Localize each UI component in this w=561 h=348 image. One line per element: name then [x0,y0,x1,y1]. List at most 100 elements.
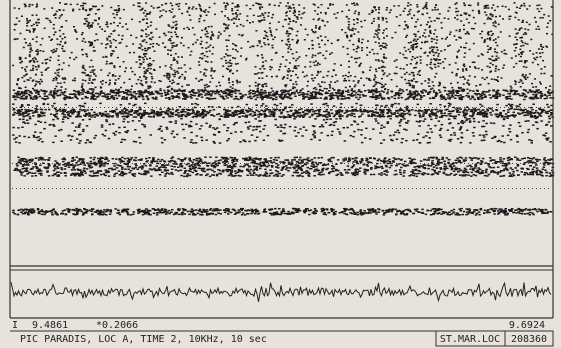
speckle [153,110,156,112]
speckle [383,139,386,141]
speckle [439,13,441,15]
speckle [209,50,211,52]
speckle [30,93,33,95]
speckle [275,96,278,98]
speckle [137,2,139,4]
speckle [290,115,293,117]
speckle [396,73,398,75]
speckle [454,134,457,136]
speckle [143,114,146,116]
speckle [318,93,321,95]
speckle [164,139,167,141]
speckle [503,89,505,91]
speckle [82,54,84,56]
speckle [76,38,78,40]
speckle [41,81,43,83]
speckle [253,126,256,128]
speckle [106,56,108,58]
speckle [417,93,420,95]
speckle [74,78,76,80]
speckle [513,66,515,68]
speckle [106,21,108,23]
speckle [172,80,174,82]
speckle [440,98,443,100]
speckle [331,135,334,137]
speckle [312,31,314,33]
speckle [422,114,425,116]
speckle [449,7,451,9]
speckle [482,109,485,111]
speckle [524,32,526,34]
speckle [416,139,419,141]
speckle [262,61,264,63]
speckle [158,115,161,117]
speckle [34,108,37,110]
speckle [348,110,351,112]
speckle [479,134,482,136]
speckle [152,93,155,95]
speckle [491,78,493,80]
speckle [234,131,237,133]
speckle [138,137,141,139]
speckle [206,31,208,32]
speckle [176,134,179,136]
speckle [174,31,176,33]
speckle [24,69,26,71]
speckle [444,58,446,60]
speckle [15,141,18,143]
speckle [310,103,313,105]
speckle [484,111,487,113]
speckle [32,65,34,67]
speckle [201,41,203,43]
speckle [205,93,208,95]
speckle [261,13,263,15]
speckle [469,121,472,123]
speckle [168,26,170,28]
speckle [406,24,408,26]
speckle [21,77,23,79]
speckle [407,27,409,29]
speckle [522,75,524,77]
speckle [26,20,28,22]
speckle [175,4,177,6]
speckle [530,90,533,92]
speckle [135,99,138,101]
speckle [465,171,468,173]
speckle [16,113,19,115]
speckle [77,91,80,93]
speckle [205,9,207,11]
speckle [267,15,269,17]
speckle [130,89,132,91]
speckle [278,69,280,71]
speckle [17,78,19,80]
speckle [75,97,78,99]
speckle [53,125,56,127]
speckle [279,2,281,4]
speckle [210,114,213,116]
speckle [537,98,540,100]
speckle [255,129,258,131]
speckle [29,31,31,33]
speckle [353,120,356,122]
speckle [417,6,419,8]
speckle [405,129,408,131]
speckle [227,17,229,19]
speckle [410,63,412,65]
speckle [297,132,300,134]
speckle [503,170,506,172]
speckle [509,35,511,37]
speckle [511,57,513,59]
speckle [487,45,489,47]
speckle [261,54,263,56]
speckle [431,38,433,40]
speckle [375,71,377,73]
speckle [472,115,475,117]
speckle [110,53,112,55]
speckle [171,36,173,38]
speckle [530,97,533,99]
speckle [440,113,443,115]
speckle [203,91,206,93]
speckle [139,43,141,45]
speckle [161,95,164,97]
speckle [496,104,499,106]
